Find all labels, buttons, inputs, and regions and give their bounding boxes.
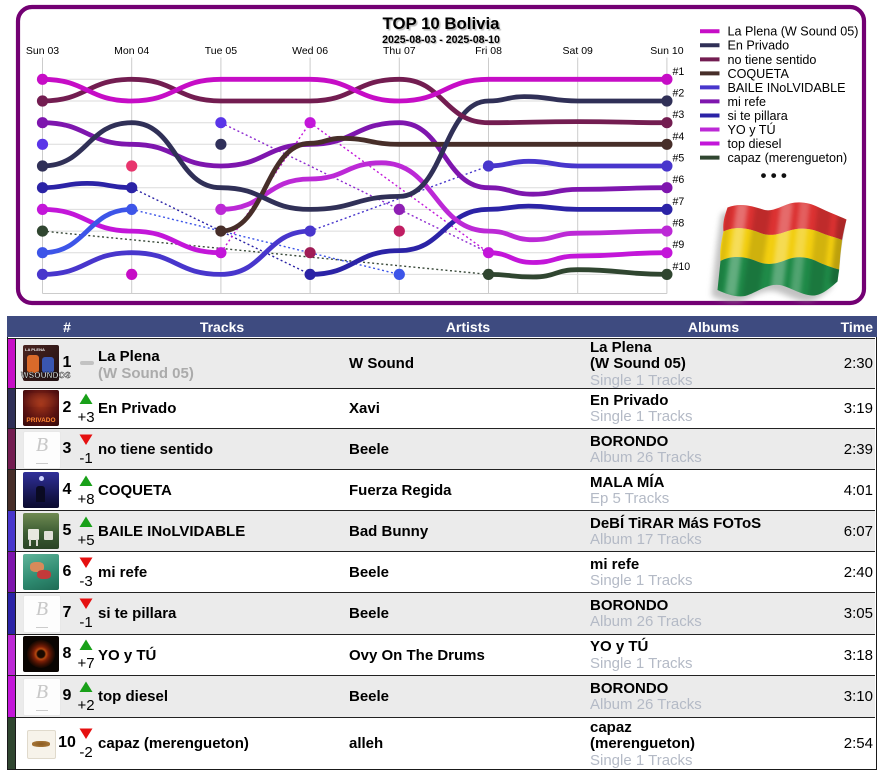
svg-text:Mon 04: Mon 04 bbox=[114, 45, 149, 57]
svg-text:Sun 10: Sun 10 bbox=[650, 45, 683, 57]
svg-text:YO y TÚ: YO y TÚ bbox=[728, 122, 776, 137]
svg-text:#7: #7 bbox=[673, 196, 685, 208]
svg-text:TOP 10 Bolivia: TOP 10 Bolivia bbox=[383, 14, 501, 33]
svg-text:no tiene sentido: no tiene sentido bbox=[728, 53, 817, 67]
svg-text:si te pillara: si te pillara bbox=[728, 109, 788, 123]
svg-text:#2: #2 bbox=[673, 88, 685, 100]
svg-text:mi refe: mi refe bbox=[728, 95, 767, 109]
svg-text:#8: #8 bbox=[673, 218, 685, 230]
svg-text:#9: #9 bbox=[673, 239, 685, 251]
svg-text:#1: #1 bbox=[673, 66, 685, 78]
svg-text:En Privado: En Privado bbox=[728, 39, 790, 53]
svg-text:Sat 09: Sat 09 bbox=[563, 45, 594, 57]
svg-text:#5: #5 bbox=[673, 153, 685, 165]
svg-text:Tue 05: Tue 05 bbox=[205, 45, 237, 57]
svg-text:top diesel: top diesel bbox=[728, 137, 782, 151]
svg-text:La Plena (W Sound 05): La Plena (W Sound 05) bbox=[728, 25, 859, 39]
svg-text:Wed 06: Wed 06 bbox=[292, 45, 328, 57]
svg-text:#3: #3 bbox=[673, 109, 685, 121]
svg-text:Sun 03: Sun 03 bbox=[26, 45, 59, 57]
svg-text:#4: #4 bbox=[673, 131, 685, 143]
svg-text:BAILE INoLVIDABLE: BAILE INoLVIDABLE bbox=[728, 81, 846, 95]
svg-text:capaz (merengueton): capaz (merengueton) bbox=[728, 151, 848, 165]
svg-text:#6: #6 bbox=[673, 174, 685, 186]
svg-text:Thu 07: Thu 07 bbox=[383, 45, 416, 57]
svg-text:2025-08-03 - 2025-08-10: 2025-08-03 - 2025-08-10 bbox=[382, 34, 500, 46]
svg-text:COQUETA: COQUETA bbox=[728, 67, 790, 81]
svg-text:Fri 08: Fri 08 bbox=[475, 45, 502, 57]
svg-text:#10: #10 bbox=[673, 261, 691, 273]
